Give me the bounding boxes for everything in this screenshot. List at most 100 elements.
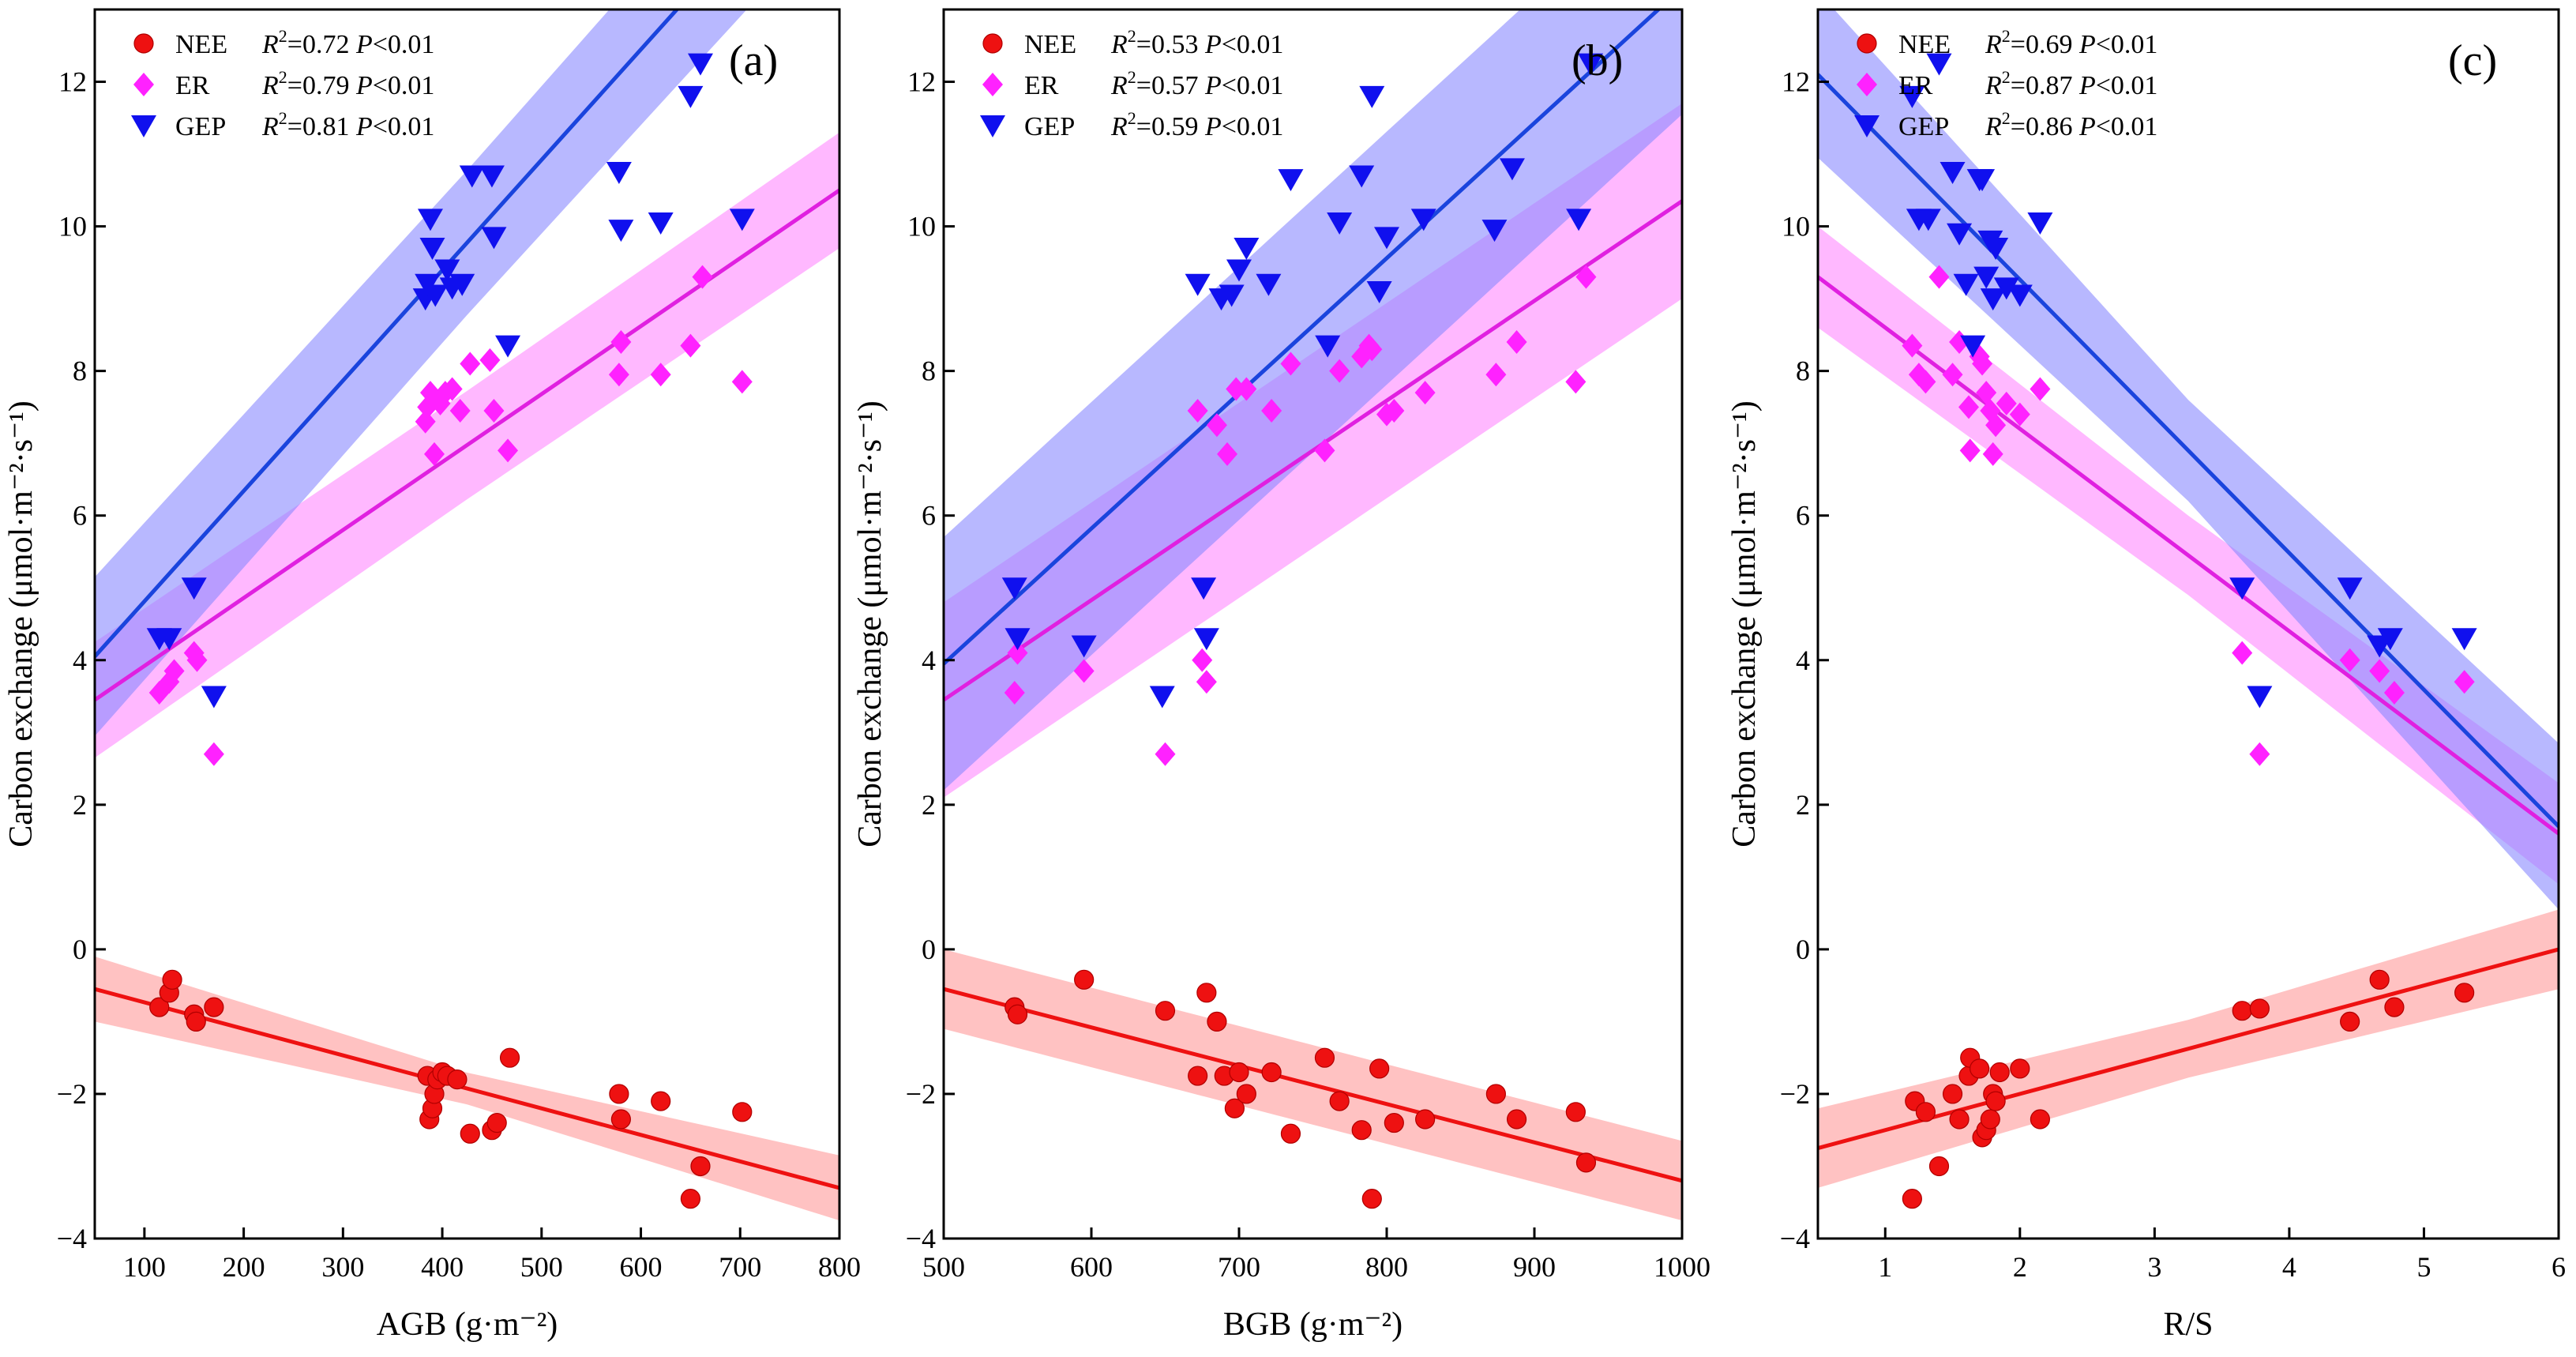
y-tick-label: 12 [58, 66, 87, 98]
x-axis-label: AGB (g·m⁻²) [377, 1306, 558, 1343]
point-er [1187, 398, 1208, 423]
point-er [1902, 333, 1923, 358]
legend-p-value: <0.01 [2096, 30, 2158, 59]
legend-p: P [1204, 71, 1222, 100]
point-nee [2369, 969, 2390, 990]
y-tick-label: −2 [906, 1078, 936, 1110]
point-gep [1499, 158, 1525, 181]
point-gep [606, 161, 632, 184]
point-gep [1940, 161, 1966, 184]
point-er [1155, 742, 1176, 766]
point-gep [1001, 577, 1027, 600]
point-gep [2451, 628, 2477, 651]
point-gep [1983, 238, 2009, 261]
y-tick-label: 8 [1796, 355, 1810, 387]
legend-marker-er [133, 73, 154, 96]
point-er [692, 265, 713, 289]
point-gep [156, 628, 182, 651]
legend-r2-value: =0.81 [287, 112, 356, 141]
point-er [2454, 670, 2475, 694]
point-gep [1193, 628, 1219, 651]
legend-r: R [1110, 71, 1128, 100]
point-gep [1191, 577, 1217, 600]
point-nee [2454, 983, 2475, 1003]
point-er [441, 377, 463, 401]
point-er [680, 333, 701, 358]
y-tick-label: 4 [73, 645, 87, 676]
point-gep [449, 273, 475, 296]
legend-r2-value: =0.79 [287, 71, 356, 100]
legend-marker-gep [980, 115, 1005, 137]
point-er [2232, 641, 2253, 665]
point-gep [2007, 284, 2033, 307]
legend-p-value: <0.01 [373, 30, 435, 59]
point-gep [1256, 273, 1282, 296]
point-er [608, 363, 629, 387]
x-tick-label: 200 [223, 1251, 265, 1283]
point-nee [1361, 1189, 1382, 1209]
point-er [203, 742, 224, 766]
point-er [731, 370, 753, 394]
point-nee [1415, 1109, 1436, 1130]
point-er [650, 363, 671, 387]
point-nee [1224, 1098, 1245, 1118]
x-tick-label: 500 [922, 1251, 965, 1283]
point-nee [1980, 1109, 2000, 1130]
point-er [1506, 330, 1527, 355]
point-gep [729, 209, 755, 231]
point-er [1982, 442, 2003, 466]
x-tick-label: 5 [2416, 1251, 2431, 1283]
point-gep [417, 209, 443, 231]
point-er [1004, 680, 1025, 705]
legend-r: R [261, 112, 279, 141]
confidence-bands [944, 9, 1682, 1221]
legend-name: GEP [175, 112, 226, 141]
point-gep [1481, 220, 1508, 242]
point-er [2249, 742, 2270, 766]
point-gep [181, 577, 207, 600]
point-gep [1578, 53, 1604, 76]
point-gep [2247, 686, 2273, 709]
point-er [1565, 370, 1587, 394]
legend-name: GEP [1024, 112, 1075, 141]
legend-r: R [1985, 30, 2002, 59]
point-gep [419, 238, 445, 261]
y-tick-label: 0 [1796, 934, 1810, 965]
point-nee [1985, 1091, 2006, 1111]
point-gep [479, 165, 505, 188]
band-gep [944, 9, 1682, 791]
point-nee [1565, 1102, 1586, 1122]
point-nee [1942, 1084, 1963, 1104]
x-tick-label: 1 [1878, 1251, 1892, 1283]
point-gep [1410, 209, 1436, 231]
y-tick-label: 8 [73, 355, 87, 387]
x-tick-label: 700 [719, 1251, 761, 1283]
point-nee [1229, 1062, 1249, 1083]
point-er [1942, 363, 1963, 387]
point-gep [1185, 273, 1211, 296]
point-nee [1915, 1102, 1936, 1122]
legend-p-value: <0.01 [1222, 30, 1284, 59]
legend-stats: R2=0.72 P<0.01 [261, 26, 434, 59]
point-nee [610, 1109, 631, 1130]
point-gep [459, 165, 485, 188]
legend-r: R [261, 30, 279, 59]
point-er [1414, 381, 1436, 405]
y-tick-label: −2 [57, 1078, 87, 1110]
point-gep [1234, 238, 1260, 261]
x-tick-label: 4 [2282, 1251, 2296, 1283]
point-er [1226, 377, 1247, 401]
data-points [146, 53, 755, 1209]
confidence-bands [1818, 9, 2559, 1188]
point-er [415, 409, 436, 434]
panel-label: (c) [2448, 36, 2497, 85]
point-er [163, 659, 185, 683]
legend-sup: 2 [2002, 26, 2011, 46]
point-nee [1970, 1058, 1990, 1079]
x-tick-label: 800 [818, 1251, 861, 1283]
legend-p: P [355, 71, 373, 100]
plot-frame [93, 8, 841, 1240]
legend-p: P [2078, 71, 2096, 100]
